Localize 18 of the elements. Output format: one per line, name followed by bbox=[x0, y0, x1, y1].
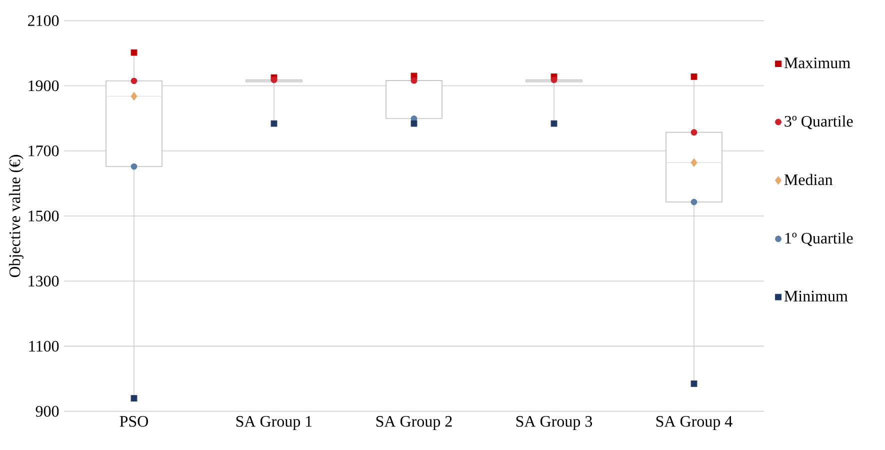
x-tick-label: PSO bbox=[120, 416, 148, 427]
y-tick-label: 1300 bbox=[28, 276, 59, 286]
legend-label: Maximum bbox=[784, 58, 850, 68]
y-tick-label: 1500 bbox=[28, 210, 59, 222]
legend-label: Minimum bbox=[784, 290, 848, 302]
y-tick-label: 900 bbox=[36, 406, 59, 417]
legend-label: 3º Quartile bbox=[784, 115, 853, 130]
y-tick-label: 1700 bbox=[28, 145, 59, 156]
x-tick-label: SA Group 2 bbox=[376, 416, 452, 430]
x-tick-label: SA Group 3 bbox=[516, 416, 592, 430]
x-tick-label: SA Group 4 bbox=[656, 416, 732, 430]
y-tick-label: 2100 bbox=[28, 15, 59, 26]
y-tick-label: 1900 bbox=[28, 80, 59, 92]
y-tick-label: 1100 bbox=[29, 340, 59, 352]
x-tick-label: SA Group 1 bbox=[236, 416, 312, 430]
y-axis-title: Objective value (€) bbox=[8, 154, 24, 278]
legend-label: Median bbox=[784, 174, 833, 186]
legend-label: 1º Quartile bbox=[785, 232, 853, 246]
